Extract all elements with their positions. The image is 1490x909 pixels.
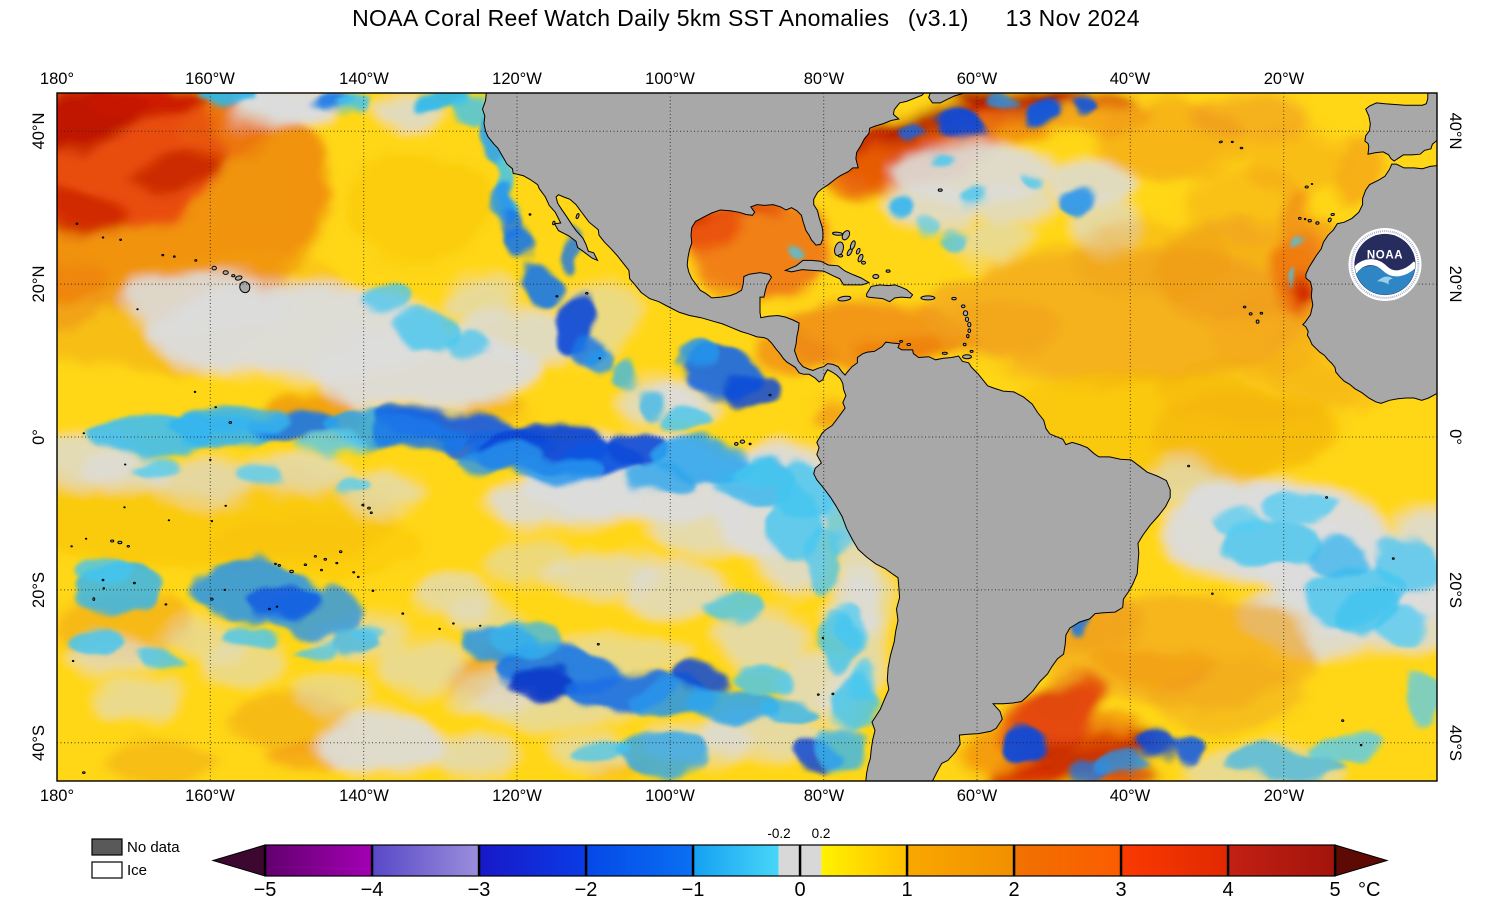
svg-text:NOAA: NOAA — [1367, 250, 1403, 262]
svg-text:160°W: 160°W — [185, 70, 235, 88]
svg-text:120°W: 120°W — [492, 70, 542, 88]
svg-text:−5: −5 — [254, 879, 277, 901]
svg-text:3: 3 — [1115, 879, 1126, 901]
svg-text:180°: 180° — [40, 70, 74, 88]
svg-text:4: 4 — [1222, 879, 1233, 901]
svg-text:−1: −1 — [682, 879, 705, 901]
svg-text:100°W: 100°W — [645, 70, 695, 88]
svg-text:60°W: 60°W — [957, 787, 998, 805]
svg-text:°C: °C — [1358, 879, 1380, 901]
svg-text:20°S: 20°S — [30, 572, 48, 608]
svg-text:0.2: 0.2 — [812, 826, 831, 841]
svg-text:No data: No data — [127, 839, 180, 856]
svg-text:5: 5 — [1329, 879, 1340, 901]
svg-text:Ice: Ice — [127, 862, 147, 879]
svg-text:80°W: 80°W — [804, 787, 845, 805]
svg-text:140°W: 140°W — [339, 70, 389, 88]
svg-text:-0.2: -0.2 — [767, 826, 790, 841]
svg-text:20°N: 20°N — [30, 266, 48, 303]
svg-text:NOAA Coral Reef Watch Daily 5k: NOAA Coral Reef Watch Daily 5km SST Anom… — [352, 5, 1140, 31]
svg-text:40°N: 40°N — [1446, 113, 1464, 150]
svg-text:0°: 0° — [1446, 429, 1464, 445]
svg-text:120°W: 120°W — [492, 787, 542, 805]
svg-text:80°W: 80°W — [804, 70, 845, 88]
svg-text:40°S: 40°S — [30, 725, 48, 761]
svg-text:160°W: 160°W — [185, 787, 235, 805]
svg-text:180°: 180° — [40, 787, 74, 805]
svg-text:40°N: 40°N — [30, 113, 48, 150]
svg-text:40°W: 40°W — [1110, 70, 1151, 88]
svg-text:20°W: 20°W — [1264, 70, 1305, 88]
svg-text:40°W: 40°W — [1110, 787, 1151, 805]
svg-text:20°N: 20°N — [1446, 266, 1464, 303]
svg-text:0°: 0° — [30, 429, 48, 445]
svg-text:1: 1 — [901, 879, 912, 901]
svg-text:60°W: 60°W — [957, 70, 998, 88]
svg-text:140°W: 140°W — [339, 787, 389, 805]
svg-text:40°S: 40°S — [1446, 725, 1464, 761]
svg-text:2: 2 — [1008, 879, 1019, 901]
svg-text:0: 0 — [794, 879, 805, 901]
svg-text:−3: −3 — [468, 879, 491, 901]
svg-text:−4: −4 — [361, 879, 384, 901]
svg-text:20°S: 20°S — [1446, 572, 1464, 608]
svg-text:20°W: 20°W — [1264, 787, 1305, 805]
svg-text:100°W: 100°W — [645, 787, 695, 805]
svg-text:−2: −2 — [575, 879, 598, 901]
